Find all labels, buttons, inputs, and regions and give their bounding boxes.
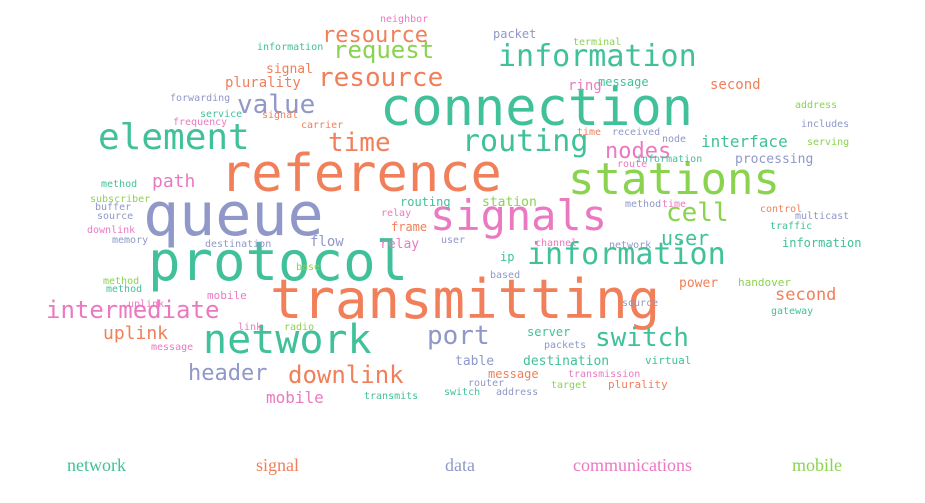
word-second: second — [710, 78, 761, 92]
legend-item-mobile: mobile — [792, 455, 842, 476]
word-packets: packets — [544, 341, 586, 351]
legend: network signal data communications mobil… — [0, 455, 925, 485]
word-second: second — [775, 287, 836, 304]
word-includes: includes — [801, 120, 849, 130]
word-neighbor: neighbor — [380, 15, 428, 25]
word-packet: packet — [493, 28, 536, 40]
word-method: method — [101, 180, 137, 190]
word-signal: signal — [266, 63, 313, 76]
word-request: request — [333, 38, 434, 62]
word-signal: signal — [262, 111, 298, 121]
word-method: method — [625, 200, 661, 210]
word-message: message — [151, 343, 193, 353]
word-routing: routing — [462, 127, 588, 157]
word-user: user — [441, 236, 465, 246]
word-uplink: uplink — [128, 300, 164, 310]
word-switch: switch — [595, 325, 689, 351]
word-frame: frame — [391, 221, 427, 233]
word-information: information — [257, 43, 323, 53]
legend-item-data: data — [445, 455, 475, 476]
word-time: time — [328, 130, 391, 156]
word-channel: channel — [535, 239, 577, 249]
word-time: time — [577, 128, 601, 138]
word-mobile: mobile — [207, 290, 247, 301]
word-destination: destination — [205, 240, 271, 250]
word-memory: memory — [112, 236, 148, 246]
word-handover: handover — [738, 277, 791, 288]
word-forwarding: forwarding — [170, 94, 230, 104]
word-processing: processing — [735, 153, 813, 166]
word-path: path — [152, 173, 195, 191]
word-link: link — [238, 323, 262, 333]
word-virtual: virtual — [645, 355, 691, 366]
word-frequency: frequency — [173, 118, 227, 128]
word-uplink: uplink — [103, 325, 168, 343]
legend-item-signal: signal — [256, 455, 299, 476]
word-target: target — [551, 381, 587, 391]
word-source: source — [97, 212, 133, 222]
word-switch: switch — [444, 388, 480, 398]
word-resource: resource — [318, 65, 443, 91]
word-header: header — [188, 363, 267, 385]
word-address: address — [496, 388, 538, 398]
word-base: base — [296, 263, 320, 273]
word-transmits: transmits — [364, 392, 418, 402]
word-address: address — [795, 101, 837, 111]
word-routing: routing — [400, 196, 451, 208]
word-relay: relay — [381, 209, 411, 219]
word-carrier: carrier — [301, 121, 343, 131]
word-user: user — [661, 228, 709, 248]
word-station: station — [482, 196, 537, 209]
word-power: power — [679, 277, 718, 290]
word-traffic: traffic — [770, 222, 812, 232]
word-radio: radio — [284, 323, 314, 333]
word-information: information — [636, 155, 702, 165]
word-message: message — [598, 76, 649, 88]
legend-item-communications: communications — [573, 455, 692, 476]
word-terminal: terminal — [573, 38, 621, 48]
word-relay: relay — [380, 238, 419, 251]
word-node: node — [662, 135, 686, 145]
word-plurality: plurality — [225, 76, 301, 90]
legend-item-network: network — [67, 455, 126, 476]
word-method: method — [106, 285, 142, 295]
word-source: source — [622, 299, 658, 309]
word-gateway: gateway — [771, 307, 813, 317]
word-downlink: downlink — [288, 363, 404, 387]
word-time: time — [662, 200, 686, 210]
word-ring: ring — [568, 79, 602, 93]
word-based: based — [490, 271, 520, 281]
word-ip: ip — [500, 251, 514, 263]
word-mobile: mobile — [266, 390, 324, 406]
word-received: received — [612, 128, 660, 138]
word-port: port — [427, 323, 490, 349]
word-server: server — [527, 326, 570, 338]
word-interface: interface — [701, 134, 788, 150]
word-information: information — [782, 237, 861, 249]
word-serving: serving — [807, 138, 849, 148]
word-flow: flow — [310, 235, 344, 249]
word-network: network — [609, 241, 651, 251]
word-buffer: buffer — [95, 203, 131, 213]
word-plurality: plurality — [608, 379, 668, 390]
